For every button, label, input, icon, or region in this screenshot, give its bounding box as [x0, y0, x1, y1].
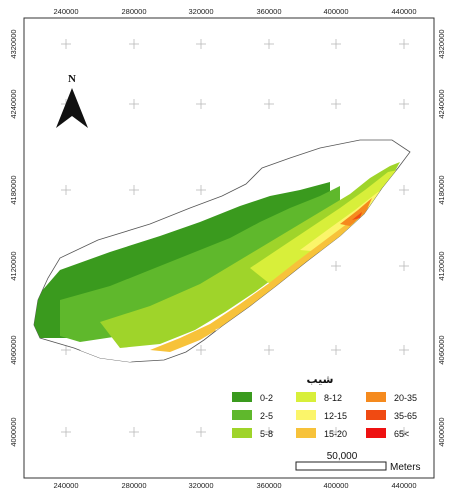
- legend-swatch: [366, 428, 386, 438]
- y-tick-label: 4180000: [437, 175, 446, 204]
- legend-label: 8-12: [324, 393, 342, 403]
- y-tick-label: 4180000: [9, 175, 18, 204]
- x-tick-label: 360000: [256, 481, 281, 490]
- x-tick-label: 360000: [256, 7, 281, 16]
- legend-label: 0-2: [260, 393, 273, 403]
- x-tick-label: 400000: [323, 7, 348, 16]
- unclassified-area: [250, 166, 305, 196]
- x-tick-label: 400000: [323, 481, 348, 490]
- y-axis-ticks-right: 4320000 4240000 4180000 4120000 4060000 40000…: [437, 29, 446, 446]
- x-tick-label: 440000: [391, 481, 416, 490]
- y-tick-label: 4240000: [9, 89, 18, 118]
- slope-class-5-8: [100, 162, 400, 348]
- y-tick-label: 4320000: [9, 29, 18, 58]
- y-tick-label: 4060000: [437, 335, 446, 364]
- scale-unit: Meters: [390, 462, 421, 473]
- slope-class-2-5: [60, 186, 340, 342]
- slope-class-20-35: [340, 198, 372, 226]
- scale-bar-box: [295, 461, 387, 471]
- x-tick-label: 240000: [53, 7, 78, 16]
- y-axis-ticks-left: 4320000 4240000 4180000 4120000 4060000 40000…: [9, 29, 18, 446]
- y-tick-label: 4000000: [437, 417, 446, 446]
- legend-label: 15-20: [324, 429, 347, 439]
- x-tick-label: 440000: [391, 7, 416, 16]
- slope-class-35-65: [352, 212, 362, 220]
- legend-label: 65<: [394, 429, 409, 439]
- legend-label: 35-65: [394, 411, 417, 421]
- legend: شیب 0-2 2-5 5-8 8-12 12-15 15-20 20-35 35-65 65<: [232, 373, 417, 439]
- y-tick-label: 4000000: [9, 417, 18, 446]
- legend-label: 20-35: [394, 393, 417, 403]
- legend-swatch: [366, 410, 386, 420]
- slope-raster: [34, 142, 408, 362]
- legend-title: شیب: [307, 373, 334, 386]
- legend-label: 5-8: [260, 429, 273, 439]
- legend-swatch: [232, 392, 252, 402]
- x-tick-label: 280000: [121, 7, 146, 16]
- x-tick-label: 280000: [121, 481, 146, 490]
- legend-swatch: [366, 392, 386, 402]
- x-axis-ticks-bottom: 240000 280000 320000 360000 400000 440000: [53, 481, 416, 490]
- y-tick-label: 4060000: [9, 335, 18, 364]
- y-tick-label: 4320000: [437, 29, 446, 58]
- x-tick-label: 320000: [188, 481, 213, 490]
- legend-swatch: [296, 392, 316, 402]
- x-axis-ticks-top: 240000 280000 320000 360000 400000 440000: [53, 7, 416, 16]
- x-tick-label: 240000: [53, 481, 78, 490]
- y-tick-label: 4240000: [437, 89, 446, 118]
- legend-swatch: [296, 410, 316, 420]
- scale-value: 50,000: [327, 451, 358, 462]
- north-arrow: N: [56, 73, 88, 128]
- y-tick-label: 4120000: [437, 251, 446, 280]
- y-tick-label: 4120000: [9, 251, 18, 280]
- legend-swatch: [232, 428, 252, 438]
- north-label: N: [68, 73, 76, 85]
- legend-label: 12-15: [324, 411, 347, 421]
- legend-swatch: [232, 410, 252, 420]
- unclassified-area: [320, 142, 408, 160]
- x-tick-label: 320000: [188, 7, 213, 16]
- slope-class-8-12: [250, 170, 398, 284]
- scale-bar: 50,000 Meters: [295, 451, 421, 473]
- legend-swatch: [296, 428, 316, 438]
- legend-label: 2-5: [260, 411, 273, 421]
